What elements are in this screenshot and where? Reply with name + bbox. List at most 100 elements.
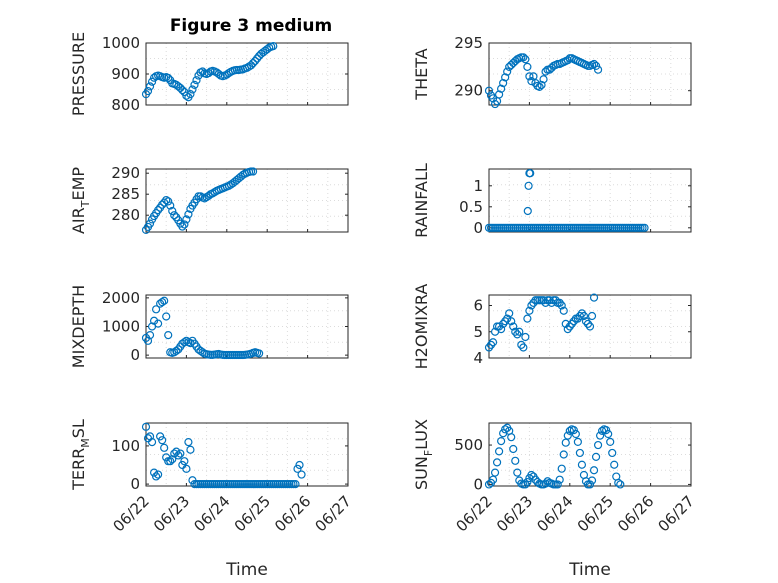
data-point bbox=[501, 317, 510, 326]
series-markers bbox=[484, 169, 649, 232]
y-tick-label: 0 bbox=[130, 475, 140, 493]
series-markers bbox=[484, 53, 603, 109]
series-markers bbox=[141, 41, 278, 102]
data-point bbox=[519, 53, 528, 62]
data-point bbox=[484, 480, 494, 489]
series-markers bbox=[484, 293, 599, 352]
data-point bbox=[160, 296, 169, 305]
data-point bbox=[527, 470, 536, 480]
data-point bbox=[196, 192, 205, 201]
data-point bbox=[246, 61, 256, 70]
data-point bbox=[505, 309, 514, 318]
data-point bbox=[541, 67, 550, 76]
data-point bbox=[519, 343, 528, 352]
y-tick-label: 900 bbox=[111, 65, 140, 83]
data-point bbox=[488, 338, 498, 347]
data-point bbox=[563, 325, 572, 334]
data-point bbox=[152, 472, 161, 481]
data-point bbox=[147, 77, 157, 86]
data-point bbox=[204, 191, 213, 200]
data-point bbox=[145, 82, 155, 91]
data-point bbox=[154, 319, 163, 328]
y-tick-label: 6 bbox=[473, 297, 483, 315]
data-point bbox=[509, 322, 518, 331]
data-point bbox=[561, 319, 570, 328]
data-point bbox=[567, 319, 576, 328]
data-point bbox=[509, 58, 518, 68]
data-point bbox=[158, 200, 167, 209]
data-point bbox=[178, 86, 187, 95]
data-point bbox=[184, 210, 193, 219]
panel-6: 4 5 6 H2OMIXRA bbox=[412, 284, 692, 369]
data-point bbox=[170, 211, 179, 220]
data-point bbox=[561, 438, 570, 447]
y-tick-label: 1 bbox=[473, 177, 483, 195]
data-point bbox=[526, 169, 535, 178]
data-point bbox=[190, 80, 199, 89]
data-point bbox=[587, 311, 597, 321]
data-point bbox=[513, 468, 522, 477]
y-tick-label: 800 bbox=[111, 96, 140, 114]
data-point bbox=[166, 201, 175, 210]
data-point bbox=[224, 181, 233, 190]
y-tick-label: 4 bbox=[473, 349, 483, 367]
y-tick-label: 5 bbox=[473, 323, 483, 341]
data-point bbox=[575, 448, 585, 458]
data-point bbox=[200, 194, 209, 203]
data-point bbox=[204, 68, 213, 78]
data-point bbox=[521, 480, 530, 489]
y-tick-label: 280 bbox=[111, 206, 140, 224]
data-point bbox=[486, 340, 496, 349]
data-point bbox=[539, 296, 548, 305]
data-point bbox=[497, 84, 506, 93]
data-point bbox=[162, 312, 171, 321]
figure-title: Figure 3 medium bbox=[170, 16, 332, 36]
x-tick-label: 06/24 bbox=[190, 492, 233, 535]
data-point bbox=[537, 80, 546, 90]
data-point bbox=[507, 433, 516, 442]
series-markers bbox=[141, 296, 264, 360]
data-point bbox=[509, 444, 518, 454]
data-point bbox=[168, 206, 177, 216]
data-point bbox=[557, 464, 566, 473]
y-axis-label: MIXDEPTH bbox=[69, 285, 88, 368]
data-point bbox=[178, 222, 187, 231]
data-point bbox=[581, 317, 591, 326]
data-point bbox=[521, 332, 530, 342]
data-point bbox=[523, 477, 532, 487]
data-point bbox=[297, 470, 306, 479]
data-point bbox=[145, 219, 155, 228]
y-tick-label: 100 bbox=[111, 437, 140, 455]
y-tick-label: 1000 bbox=[102, 34, 140, 52]
data-point bbox=[253, 54, 262, 63]
data-point bbox=[527, 77, 536, 86]
data-point bbox=[291, 479, 300, 489]
data-point bbox=[589, 293, 599, 302]
data-point bbox=[214, 69, 223, 79]
data-point bbox=[182, 91, 191, 100]
data-point bbox=[591, 452, 601, 461]
data-point bbox=[608, 448, 617, 458]
grid bbox=[488, 168, 692, 233]
data-point bbox=[524, 181, 533, 190]
data-point bbox=[180, 220, 189, 229]
data-point bbox=[499, 78, 508, 88]
data-point bbox=[295, 460, 304, 470]
data-point bbox=[511, 456, 520, 465]
data-point bbox=[614, 478, 623, 487]
data-point bbox=[541, 298, 550, 307]
y-tick-label: 290 bbox=[454, 82, 483, 100]
data-point bbox=[499, 319, 508, 328]
y-tick-label: 0.5 bbox=[459, 198, 483, 216]
data-point bbox=[575, 311, 585, 321]
axes-box bbox=[488, 168, 692, 233]
x-axis-label: Time bbox=[225, 560, 268, 580]
panel-4: 0 0.5 1 RAINFALL bbox=[412, 163, 692, 238]
data-point bbox=[158, 298, 167, 307]
data-point bbox=[559, 306, 568, 315]
data-point bbox=[553, 480, 562, 489]
y-axis-label: SUNFLUX bbox=[412, 419, 435, 490]
